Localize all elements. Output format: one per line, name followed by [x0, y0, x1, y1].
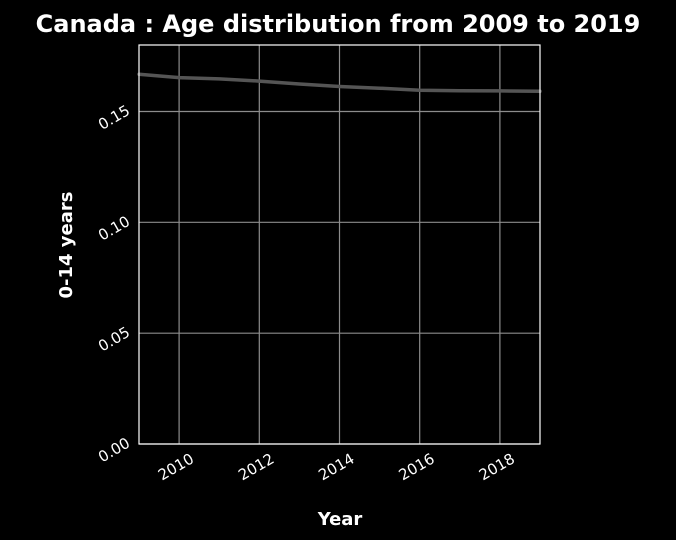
grid-lines	[139, 45, 540, 445]
x-axis-label: Year	[317, 509, 363, 530]
y-tick-labels: 0.00 0.05 0.10 0.15	[95, 101, 133, 466]
x-tick-label: 2018	[476, 450, 518, 485]
y-tick-label: 0.05	[95, 323, 133, 355]
plot-frame	[138, 44, 541, 445]
y-axis-label: 0-14 years	[56, 192, 77, 299]
x-tick-labels: 2010 2012 2014 2016 2018	[155, 450, 518, 485]
y-tick-label: 0.00	[95, 434, 133, 466]
x-tick-label: 2016	[396, 450, 438, 485]
series-line	[137, 72, 542, 94]
y-tick-label: 0.15	[95, 101, 133, 133]
chart-title: Canada : Age distribution from 2009 to 2…	[36, 10, 641, 38]
series-lines	[137, 72, 542, 94]
x-tick-label: 2014	[315, 450, 357, 485]
y-tick-label: 0.10	[95, 212, 133, 244]
x-tick-label: 2010	[155, 450, 197, 485]
x-tick-label: 2012	[235, 450, 277, 485]
